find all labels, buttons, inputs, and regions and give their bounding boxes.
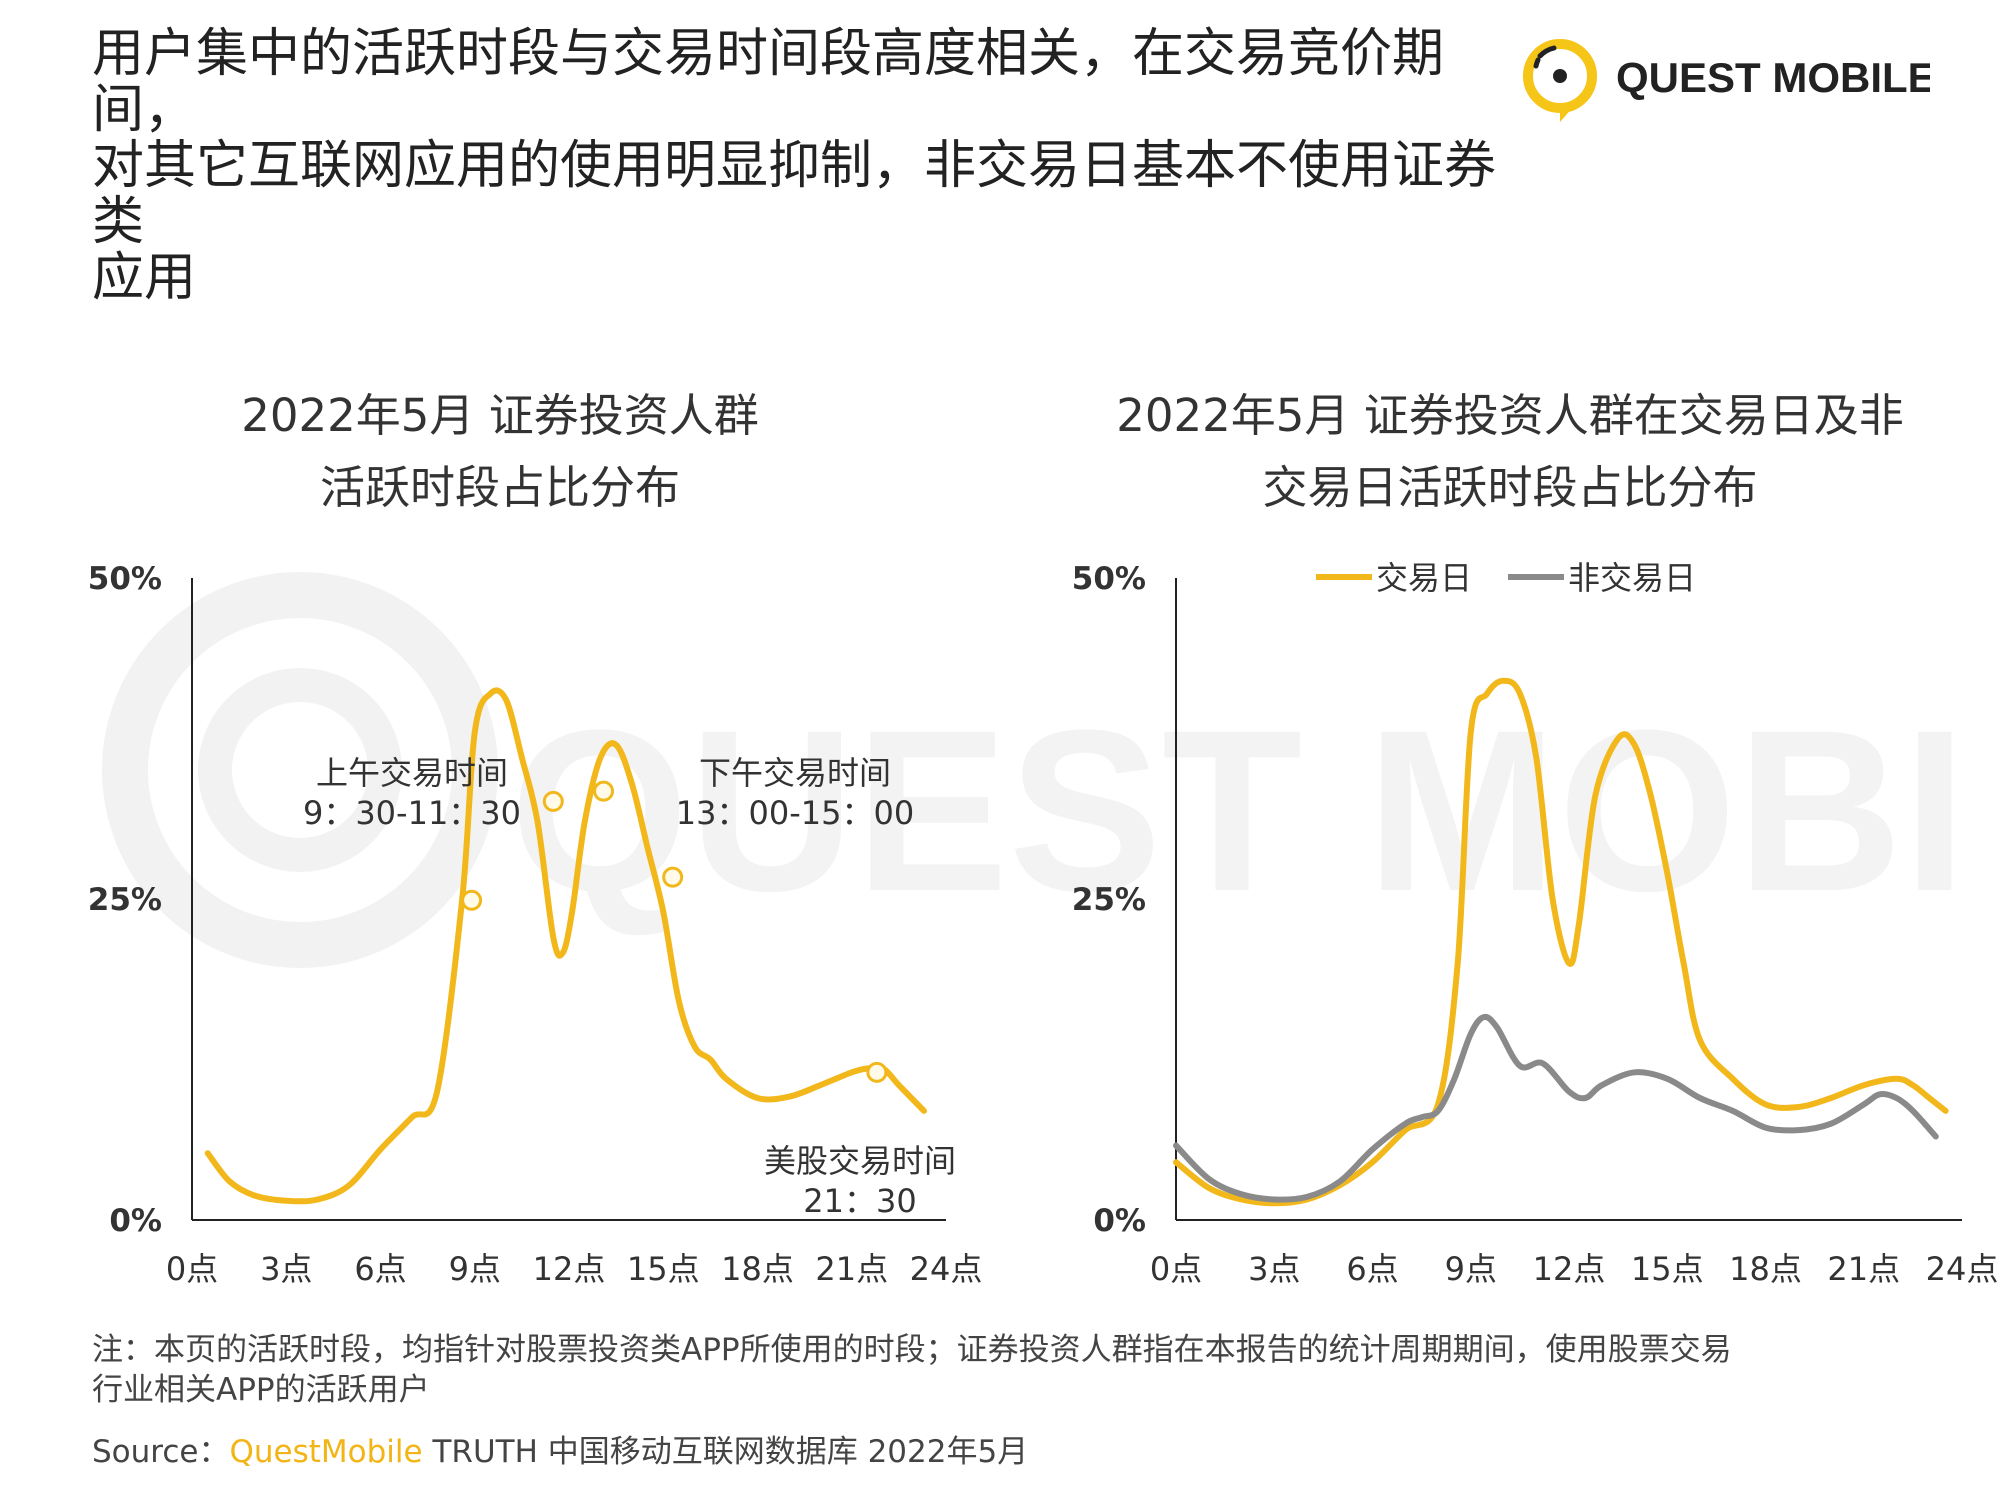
annotation-us-time: 21：30: [803, 1182, 916, 1220]
source-label: Source：: [92, 1434, 230, 1470]
x-tick-label: 0点: [166, 1250, 218, 1288]
annotation-us-title: 美股交易时间: [764, 1142, 956, 1180]
y-tick-label: 50%: [1072, 561, 1146, 597]
questmobile-logo-icon: QUEST MOBILE: [1523, 39, 1936, 122]
annotation-afternoon-title: 下午交易时间: [699, 754, 891, 792]
data-point-marker: [542, 790, 564, 812]
data-point-marker: [866, 1061, 888, 1083]
x-tick-label: 3点: [260, 1250, 312, 1288]
headline-line-3: 应用: [92, 248, 197, 308]
legend-trading-label: 交易日: [1376, 559, 1472, 597]
chart1-title-line-2: 活跃时段占比分布: [319, 461, 680, 514]
source-brand: QuestMobile: [229, 1434, 423, 1470]
chart2-title-line-2: 交易日活跃时段占比分布: [1262, 461, 1758, 514]
source-line: Source：QuestMobile TRUTH 中国移动互联网数据库 2022…: [92, 1432, 1028, 1472]
y-tick-label: 0%: [1093, 1203, 1146, 1239]
logo-text: QUEST MOBILE: [1616, 54, 1930, 101]
data-point-marker: [662, 866, 684, 888]
x-tick-label: 6点: [1346, 1250, 1398, 1288]
x-tick-label: 3点: [1248, 1250, 1300, 1288]
x-tick-label: 24点: [910, 1250, 983, 1288]
footnote-line-2: 行业相关APP的活跃用户: [92, 1372, 430, 1408]
questmobile-logo: QUEST MOBILE: [1510, 26, 1936, 126]
source-rest: TRUTH 中国移动互联网数据库 2022年5月: [422, 1434, 1029, 1470]
annotation-morning-time: 9：30-11：30: [303, 794, 521, 832]
legend-non-trading-label: 非交易日: [1568, 559, 1696, 597]
y-tick-label: 25%: [1072, 882, 1146, 918]
data-point-marker: [461, 889, 483, 911]
x-tick-label: 15点: [627, 1250, 700, 1288]
chart1-title: 2022年5月 证券投资人群 活跃时段占比分布: [140, 380, 860, 524]
x-tick-label: 9点: [1445, 1250, 1497, 1288]
series-line-trading: [204, 687, 927, 1205]
x-tick-label: 9点: [449, 1250, 501, 1288]
x-tick-label: 18点: [1729, 1250, 1802, 1288]
chart2-plot: 0% 25% 50% 0点 3点 6点 9点 12点 15点 18点 21点 24点: [1072, 561, 1999, 1288]
headline-line-2: 对其它互联网应用的使用明显抑制，非交易日基本不使用证券类: [92, 136, 1497, 252]
footnote-line-1: 注：本页的活跃时段，均指针对股票投资类APP所使用的时段；证券投资人群指在本报告…: [92, 1332, 1732, 1368]
x-tick-label: 12点: [1533, 1250, 1606, 1288]
annotation-afternoon-time: 13：00-15：00: [676, 794, 914, 832]
x-tick-label: 15点: [1631, 1250, 1704, 1288]
x-tick-label: 21点: [815, 1250, 888, 1288]
y-tick-label: 50%: [88, 561, 162, 597]
y-tick-label: 0%: [109, 1203, 162, 1239]
chart2-title: 2022年5月 证券投资人群在交易日及非 交易日活跃时段占比分布: [1060, 380, 1960, 524]
y-tick-label: 25%: [88, 882, 162, 918]
chart1-plot: 0% 25% 50% 0点 3点 6点 9点 12点 15点 18点 21点 24点: [88, 561, 983, 1288]
chart1-title-line-1: 2022年5月 证券投资人群: [241, 389, 759, 442]
data-point-marker: [593, 780, 615, 802]
x-tick-label: 24点: [1926, 1250, 1999, 1288]
x-tick-label: 6点: [354, 1250, 406, 1288]
series-line-trading: [1173, 677, 1949, 1207]
x-tick-label: 18点: [721, 1250, 794, 1288]
headline-line-1: 用户集中的活跃时段与交易时间段高度相关，在交易竞价期间，: [92, 24, 1445, 140]
footnote: 注：本页的活跃时段，均指针对股票投资类APP所使用的时段；证券投资人群指在本报告…: [92, 1330, 1892, 1410]
x-tick-label: 21点: [1827, 1250, 1900, 1288]
annotation-morning-title: 上午交易时间: [316, 754, 508, 792]
chart2-title-line-1: 2022年5月 证券投资人群在交易日及非: [1116, 389, 1904, 442]
x-tick-label: 0点: [1150, 1250, 1202, 1288]
x-tick-label: 12点: [533, 1250, 606, 1288]
series-line-non_trading: [1173, 1013, 1939, 1203]
page-headline: 用户集中的活跃时段与交易时间段高度相关，在交易竞价期间， 对其它互联网应用的使用…: [92, 26, 1512, 306]
